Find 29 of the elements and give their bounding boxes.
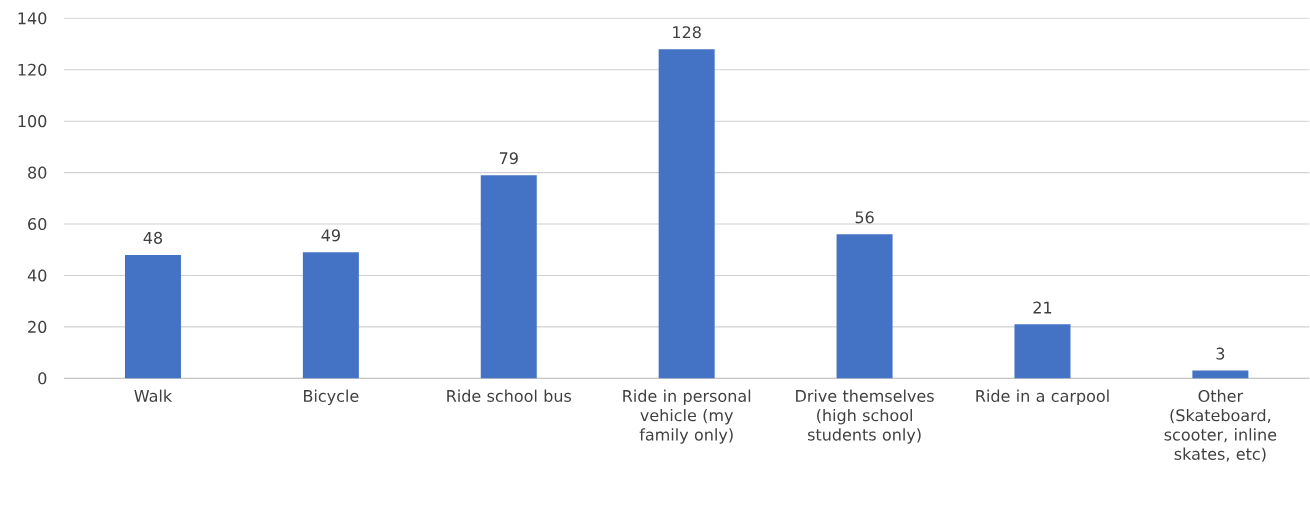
x-tick-label: Drive themselves (high school students only) — [796, 389, 934, 444]
y-tick-label: 0 — [38, 372, 47, 385]
x-tick-label: Ride school bus — [447, 389, 572, 402]
data-label: 79 — [499, 152, 518, 165]
x-tick-label: Ride in a carpool — [976, 389, 1109, 406]
y-tick-label: 100 — [18, 115, 47, 128]
x-tick-label: Other (Skateboard, scooter, inline skates, etc) — [1164, 389, 1277, 462]
bar — [302, 252, 359, 379]
x-tick-label: Ride in personal vehicle (my family only) — [623, 389, 751, 444]
bar — [124, 254, 181, 379]
y-tick-label: 140 — [18, 12, 47, 25]
data-label: 56 — [855, 211, 874, 224]
y-tick-label: 80 — [28, 166, 47, 179]
bar — [836, 234, 893, 379]
data-label: 3 — [1216, 347, 1225, 360]
x-tick-label: Bicycle — [304, 389, 359, 406]
y-tick-label: 120 — [18, 63, 47, 76]
bar — [1014, 324, 1071, 379]
bar — [658, 49, 715, 379]
data-label: 49 — [321, 229, 340, 242]
bar — [1192, 370, 1249, 379]
x-tick-label: Walk — [134, 389, 173, 402]
bar — [480, 175, 537, 379]
y-tick-label: 20 — [28, 320, 47, 333]
y-tick-label: 40 — [27, 269, 47, 282]
data-label: 21 — [1033, 301, 1052, 314]
data-label: 128 — [673, 26, 701, 39]
data-label: 48 — [143, 231, 163, 244]
y-tick-label: 60 — [28, 217, 47, 231]
